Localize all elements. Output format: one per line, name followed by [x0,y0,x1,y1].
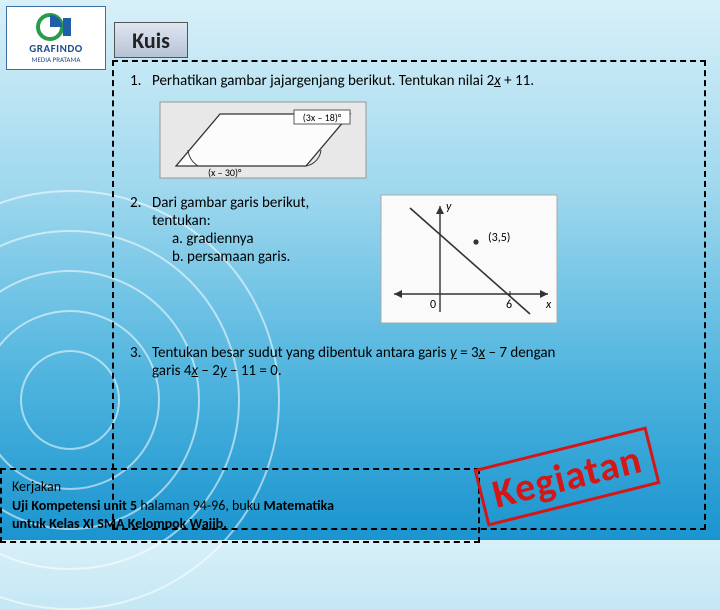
assignment-box: Kerjakan Uji Kompetensi unit 5 halaman 9… [0,468,480,543]
svg-text:y: y [446,200,452,214]
question-3: 3. Tentukan besar sudut yang dibentuk an… [130,344,688,380]
figure-1-parallelogram: (3x – 18)° (x – 30)° [158,100,688,180]
assignment-line3: untuk Kelas XI SMA Kelompok Wajib. [12,515,468,533]
slide-title: Kuis [132,27,170,54]
figure-2-line-graph: y x 0 6 (3,5) [380,194,558,324]
svg-text:(3x – 18)°: (3x – 18)° [303,111,342,124]
svg-text:(x – 30)°: (x – 30)° [208,166,242,179]
slide-title-box: Kuis [114,22,188,58]
question-1: 1. Perhatikan gambar jajargenjang beriku… [130,72,688,90]
question-1-text: Perhatikan gambar jajargenjang berikut. … [152,72,688,90]
svg-text:6: 6 [506,298,512,312]
question-2-number: 2. [130,194,152,266]
logo-mark-icon [33,12,79,42]
svg-text:x: x [545,298,552,312]
logo-brand: GRAFINDO [29,42,82,55]
question-2-text: Dari gambar garis berikut, tentukan: [152,194,370,230]
question-3-number: 3. [130,344,152,380]
assignment-line1: Kerjakan [12,478,468,496]
svg-text:(3,5): (3,5) [488,231,510,245]
svg-text:0: 0 [430,298,436,312]
assignment-line2: Uji Kompetensi unit 5 halaman 94-96, buk… [12,497,468,515]
question-2-sub-b: b. persamaan garis. [152,248,370,266]
question-2-sub-a: a. gradiennya [152,230,370,248]
question-3-text: Tentukan besar sudut yang dibentuk antar… [152,344,688,380]
question-2: 2. Dari gambar garis berikut, tentukan: … [130,194,370,266]
logo-subtitle: MEDIA PRATAMA [32,55,81,64]
question-1-number: 1. [130,72,152,90]
publisher-logo: GRAFINDO MEDIA PRATAMA [6,6,106,70]
